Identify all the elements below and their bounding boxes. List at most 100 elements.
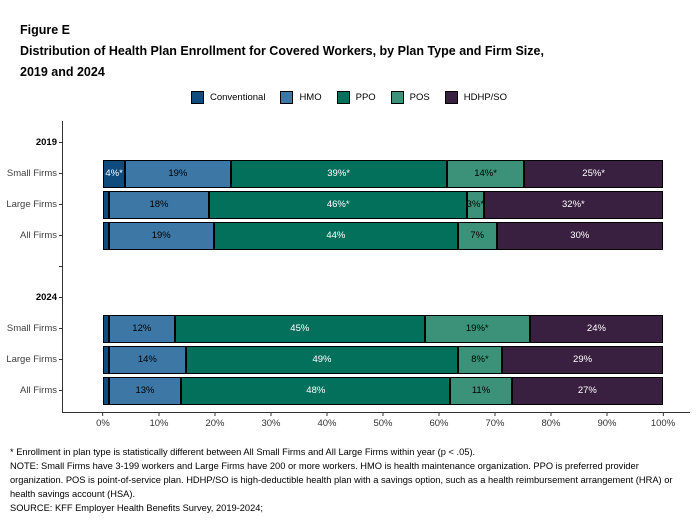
x-axis-tick-label: 30%: [261, 418, 281, 429]
bar-segment-hmo: 19%: [125, 159, 231, 188]
bar-segment-ppo: 39%*: [230, 159, 447, 188]
y-axis-category-label-row: Large Firms: [0, 189, 62, 220]
x-axis-tick-mark: [158, 413, 160, 416]
x-axis-tick-mark: [606, 413, 608, 416]
bar-segment-ppo: 44%: [213, 221, 458, 250]
y-axis-tick: [59, 328, 62, 329]
legend-swatch-icon: [390, 91, 404, 104]
legend-swatch-icon: [336, 91, 350, 104]
x-axis-tick: 100%: [651, 413, 675, 429]
x-axis-tick-label: 70%: [485, 418, 505, 429]
bar-segment-hdhp-so: 24%: [529, 314, 663, 343]
bar-segment-hmo: 14%: [108, 345, 187, 374]
y-axis-tick: [59, 235, 62, 236]
x-axis-tick-mark: [550, 413, 552, 416]
x-axis-tick-mark: [270, 413, 272, 416]
y-axis-tick: [59, 173, 62, 174]
bar-segment-hdhp-so: 32%*: [483, 190, 663, 219]
stacked-bar: 18% 46%* 3%* 32%*: [103, 190, 663, 219]
bar-segment-ppo: 45%: [175, 314, 425, 343]
y-axis-blank-row: [0, 251, 62, 282]
bar-segment-ppo: 46%*: [209, 190, 467, 219]
bar-row: 14% 49% 8%* 29%: [63, 344, 690, 375]
y-axis-category-label-row: Large Firms: [0, 344, 62, 375]
bar-segment-conventional: [103, 190, 109, 219]
bar-segment-hmo: 19%: [108, 221, 214, 250]
bar-segment-pos: 19%*: [424, 314, 530, 343]
legend-label: PPO: [355, 92, 376, 103]
legend-swatch-icon: [190, 91, 204, 104]
figure-label: Figure E: [20, 23, 71, 37]
legend-label: POS: [409, 92, 430, 103]
legend-item: POS: [390, 91, 430, 104]
bar-row: 12% 45% 19%* 24%: [63, 313, 690, 344]
legend-label: HMO: [299, 92, 322, 103]
footnote-source: SOURCE: KFF Employer Health Benefits Sur…: [10, 502, 264, 513]
y-axis-year-label-row: 2024: [0, 282, 62, 313]
y-axis-category-label-row: All Firms: [0, 375, 62, 406]
bar-segment-pos: 11%: [450, 376, 512, 405]
legend-swatch-icon: [444, 91, 458, 104]
legend-label: HDHP/SO: [463, 92, 508, 103]
footnote-significance: * Enrollment in plan type is statistical…: [10, 447, 476, 457]
stacked-bar: 12% 45% 19%* 24%: [103, 314, 663, 343]
x-axis-tick-label: 80%: [541, 418, 561, 429]
x-axis-tick: 70%: [485, 413, 505, 429]
stacked-bar: 19% 44% 7% 30%: [103, 221, 663, 250]
x-axis-tick-mark: [326, 413, 328, 416]
x-axis-area: 0% 10% 20% 30% 40% 50% 60% 70% 80% 90% 100%: [63, 413, 698, 433]
x-axis-tick: 20%: [205, 413, 225, 429]
legend: Conventional HMO PPO POS HDHP/SO: [0, 90, 698, 105]
x-axis-tick-mark: [494, 413, 496, 416]
chart-panel: 4%* 19% 39%* 14%* 25%* 18% 46%* 3%* 32%* 19% 44% 7%…: [62, 121, 690, 413]
category-label: All Firms: [20, 230, 57, 241]
x-axis-tick: 0%: [96, 413, 110, 429]
x-axis-tick: 90%: [597, 413, 617, 429]
y-axis-category-label-row: Small Firms: [0, 158, 62, 189]
y-axis-tick: [59, 266, 62, 267]
year-label: 2019: [35, 137, 57, 148]
bar-segment-hmo: 12%: [108, 314, 176, 343]
category-label: Small Firms: [6, 168, 57, 179]
x-axis-tick-mark: [214, 413, 216, 416]
bar-segment-hdhp-so: 30%: [496, 221, 663, 250]
x-axis-tick-mark: [438, 413, 440, 416]
category-label: Large Firms: [6, 354, 57, 365]
x-axis: 0% 10% 20% 30% 40% 50% 60% 70% 80% 90% 100%: [0, 413, 698, 433]
figure-header: Figure E Distribution of Health Plan Enr…: [0, 0, 698, 83]
bar-segment-hdhp-so: 27%: [511, 376, 663, 405]
x-axis-tick-label: 60%: [429, 418, 449, 429]
bar-row: 18% 46%* 3%* 32%*: [63, 189, 690, 220]
page-title: Distribution of Health Plan Enrollment f…: [20, 44, 544, 58]
legend-item: PPO: [336, 91, 376, 104]
x-axis-tick: 10%: [149, 413, 169, 429]
bar-segment-hdhp-so: 29%: [502, 345, 663, 374]
x-axis-tick: 60%: [429, 413, 449, 429]
x-axis-tick-label: 0%: [96, 418, 110, 429]
bar-segment-hmo: 13%: [108, 376, 182, 405]
x-axis-tick-label: 10%: [149, 418, 169, 429]
x-axis-tick: 50%: [373, 413, 393, 429]
bar-segment-pos: 14%*: [446, 159, 525, 188]
bar-segment-conventional: [103, 221, 109, 250]
x-axis-tick-label: 90%: [597, 418, 617, 429]
legend-item: HMO: [280, 91, 322, 104]
y-axis-tick: [59, 204, 62, 205]
bar-segment-pos: 7%: [457, 221, 497, 250]
chart: 2019 Small Firms Large Firms All Firms 2024 S…: [0, 121, 698, 413]
y-axis-tick: [59, 142, 62, 143]
y-axis-tick: [59, 390, 62, 391]
x-axis-spacer: [0, 413, 63, 433]
spacer-row: [63, 127, 690, 158]
bar-segment-conventional: [103, 314, 109, 343]
category-label: All Firms: [20, 385, 57, 396]
x-axis-tick: 40%: [317, 413, 337, 429]
bar-segment-conventional: [103, 345, 109, 374]
bar-segment-ppo: 48%: [181, 376, 451, 405]
spacer-row: [63, 251, 690, 282]
x-axis-tick: 30%: [261, 413, 281, 429]
stacked-bar: 4%* 19% 39%* 14%* 25%*: [103, 159, 663, 188]
stacked-bar: 13% 48% 11% 27%: [103, 376, 663, 405]
y-axis-labels: 2019 Small Firms Large Firms All Firms 2024 S…: [0, 121, 62, 413]
